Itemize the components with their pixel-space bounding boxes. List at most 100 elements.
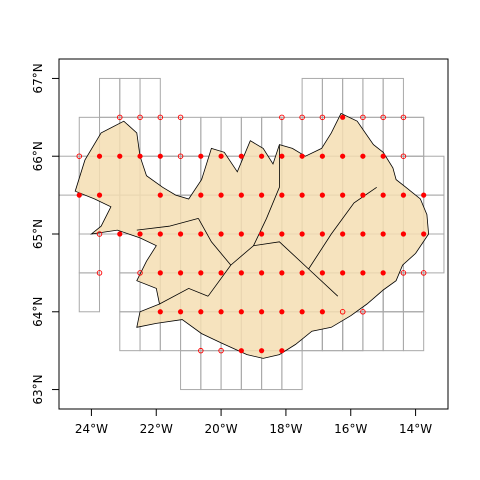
x-tick-label: 20°W (205, 422, 238, 436)
sample-point-filled (299, 231, 305, 237)
sample-point-filled (279, 192, 285, 198)
sample-point-filled (157, 270, 163, 276)
grid-cell (382, 77, 404, 118)
grid-cell (180, 350, 202, 391)
grid-cell (139, 116, 161, 157)
sample-point-filled (238, 231, 244, 237)
region-border (159, 287, 209, 305)
sample-point-filled (117, 153, 123, 159)
grid-cell (423, 155, 445, 196)
sample-point-filled (218, 231, 224, 237)
sample-point-filled (279, 153, 285, 159)
sample-point-filled (157, 309, 163, 315)
grid-cell (402, 311, 425, 352)
sample-point-filled (340, 153, 346, 159)
sample-point-filled (238, 153, 244, 159)
sample-point-open (117, 114, 123, 121)
grid-cell (261, 116, 283, 157)
sample-point-filled (157, 153, 163, 159)
sample-point-open (157, 114, 164, 121)
sample-point-filled (319, 231, 325, 237)
region-border (136, 218, 199, 231)
sample-point-filled (400, 231, 407, 237)
sample-point-filled (137, 153, 143, 159)
sample-point-open (96, 270, 103, 276)
sample-point-filled (279, 231, 285, 237)
sample-point-filled (259, 192, 265, 198)
sample-point-filled (117, 231, 123, 237)
sample-point-filled (259, 231, 265, 237)
grid-cell (220, 350, 242, 391)
sample-point-filled (360, 270, 366, 276)
sample-point-filled (299, 153, 305, 159)
sample-point-open (319, 114, 326, 121)
grid-cell (362, 311, 384, 352)
grid-cell (99, 77, 121, 118)
sample-point-filled (198, 231, 204, 237)
grid-cell (321, 77, 344, 118)
sample-point-open (380, 114, 386, 121)
x-axis: 24°W 22°W 20°W 18°W 16°W 14°W (75, 409, 432, 436)
grid-cell (139, 77, 161, 118)
grid-cell (342, 77, 364, 118)
grid-cell (180, 116, 202, 157)
y-tick-label: 67°N (31, 63, 45, 93)
sample-point-filled (421, 192, 427, 198)
grid-cell (200, 350, 222, 391)
sample-point-open (400, 153, 407, 159)
sample-point-filled (198, 153, 204, 159)
sample-point-open (198, 347, 204, 354)
sample-point-filled (238, 309, 244, 315)
grid-cell (362, 77, 384, 118)
grid-cell (402, 272, 425, 313)
sample-point-filled (421, 231, 427, 237)
x-tick-label: 16°W (334, 422, 367, 436)
sample-point-filled (380, 153, 386, 159)
sample-point-open (420, 270, 427, 276)
sample-point-open (218, 347, 224, 354)
sample-point-filled (299, 309, 305, 315)
sample-point-open (96, 231, 103, 237)
sample-point-open (177, 114, 184, 121)
x-tick-label: 14°W (399, 422, 432, 436)
sample-point-filled (96, 192, 103, 198)
sample-point-filled (400, 192, 407, 198)
sample-point-filled (218, 153, 224, 159)
sample-point-open (177, 153, 184, 159)
sample-point-filled (279, 348, 285, 354)
grid-cell (382, 311, 404, 352)
region-border (207, 241, 339, 297)
sample-point-filled (259, 348, 265, 354)
grid-cell (301, 77, 323, 118)
sample-point-open (400, 114, 407, 121)
grid-cell (159, 116, 182, 157)
sample-point-filled (360, 231, 366, 237)
sample-point-open (299, 114, 305, 121)
sample-point-filled (380, 231, 386, 237)
sample-point-filled (259, 153, 265, 159)
sample-point-filled (198, 192, 204, 198)
sample-point-open (360, 114, 366, 121)
sample-point-open (339, 309, 346, 315)
grid-cell (78, 194, 101, 235)
sample-point-filled (177, 231, 184, 237)
sample-point-filled (238, 192, 244, 198)
sample-point-filled (360, 153, 366, 159)
grid-cell (402, 272, 425, 313)
y-axis: 63°N 64°N 65°N 66°N 67°N (31, 63, 59, 405)
sample-point-filled (319, 309, 325, 315)
grid-cell (78, 233, 101, 274)
sample-point-filled (177, 309, 184, 315)
y-tick-label: 63°N (31, 374, 45, 404)
sample-point-open (76, 153, 83, 159)
sample-point-filled (380, 192, 386, 198)
grid-cell (119, 311, 141, 352)
iceland-land (74, 112, 430, 359)
sample-point-filled (198, 270, 204, 276)
sample-point-open (400, 270, 407, 276)
sample-point-filled (340, 270, 346, 276)
sample-point-filled (198, 309, 204, 315)
grid-cell (119, 233, 141, 274)
sample-point-filled (218, 270, 224, 276)
